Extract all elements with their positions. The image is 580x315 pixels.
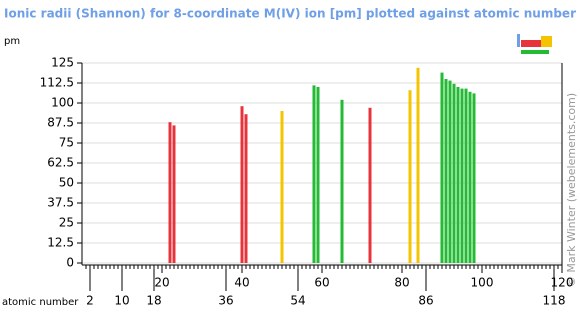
bar xyxy=(312,85,316,264)
bar xyxy=(444,79,448,263)
periodic-table-icon xyxy=(517,34,552,54)
x-secondary-tick-label: 10 xyxy=(114,294,129,308)
bar xyxy=(168,122,172,263)
bar xyxy=(460,88,464,263)
y-tick-label: 112.5 xyxy=(40,76,74,90)
y-tick-label: 12.5 xyxy=(47,236,74,250)
bar xyxy=(472,93,476,264)
bar xyxy=(408,90,412,263)
credit: © Mark Winter (webelements.com) xyxy=(565,93,578,287)
x-secondary-tick-label: 54 xyxy=(290,294,305,308)
bar xyxy=(468,91,472,263)
x-secondary-tick-label: 2 xyxy=(86,294,94,308)
bar xyxy=(440,72,444,263)
y-tick-label: 125 xyxy=(51,56,74,70)
x-tick-label: 20 xyxy=(154,276,169,290)
y-tick-label: 75 xyxy=(59,136,74,150)
bar xyxy=(368,107,372,263)
chart-title: Ionic radii (Shannon) for 8-coordinate M… xyxy=(4,7,576,21)
bar xyxy=(448,80,452,263)
y-tick-label: 87.5 xyxy=(47,116,74,130)
bar xyxy=(240,106,244,263)
y-tick-label: 100 xyxy=(51,96,74,110)
x-tick-label: 80 xyxy=(394,276,409,290)
x-secondary-tick-label: 18 xyxy=(146,294,161,308)
x-axis-label: atomic number xyxy=(2,297,79,308)
bar xyxy=(464,88,468,263)
x-secondary-tick-label: 86 xyxy=(418,294,433,308)
y-tick-label: 62.5 xyxy=(47,156,74,170)
y-tick-label: 50 xyxy=(59,176,74,190)
y-tick-label: 0 xyxy=(66,256,74,270)
bar xyxy=(316,87,320,263)
x-tick-label: 120 xyxy=(551,276,574,290)
bar xyxy=(280,111,284,263)
x-tick-label: 40 xyxy=(234,276,249,290)
y-tick-label: 37.5 xyxy=(47,196,74,210)
x-tick-label: 60 xyxy=(314,276,329,290)
bar xyxy=(456,87,460,263)
x-tick-label: 100 xyxy=(471,276,494,290)
x-secondary-tick-label: 36 xyxy=(218,294,233,308)
bar xyxy=(416,67,420,263)
bar xyxy=(244,114,248,263)
bar xyxy=(452,83,456,263)
y-axis-label: pm xyxy=(4,36,20,47)
y-tick-label: 25 xyxy=(59,216,74,230)
x-secondary-tick-label: 118 xyxy=(543,294,566,308)
bar xyxy=(172,125,176,264)
bar xyxy=(340,99,344,263)
